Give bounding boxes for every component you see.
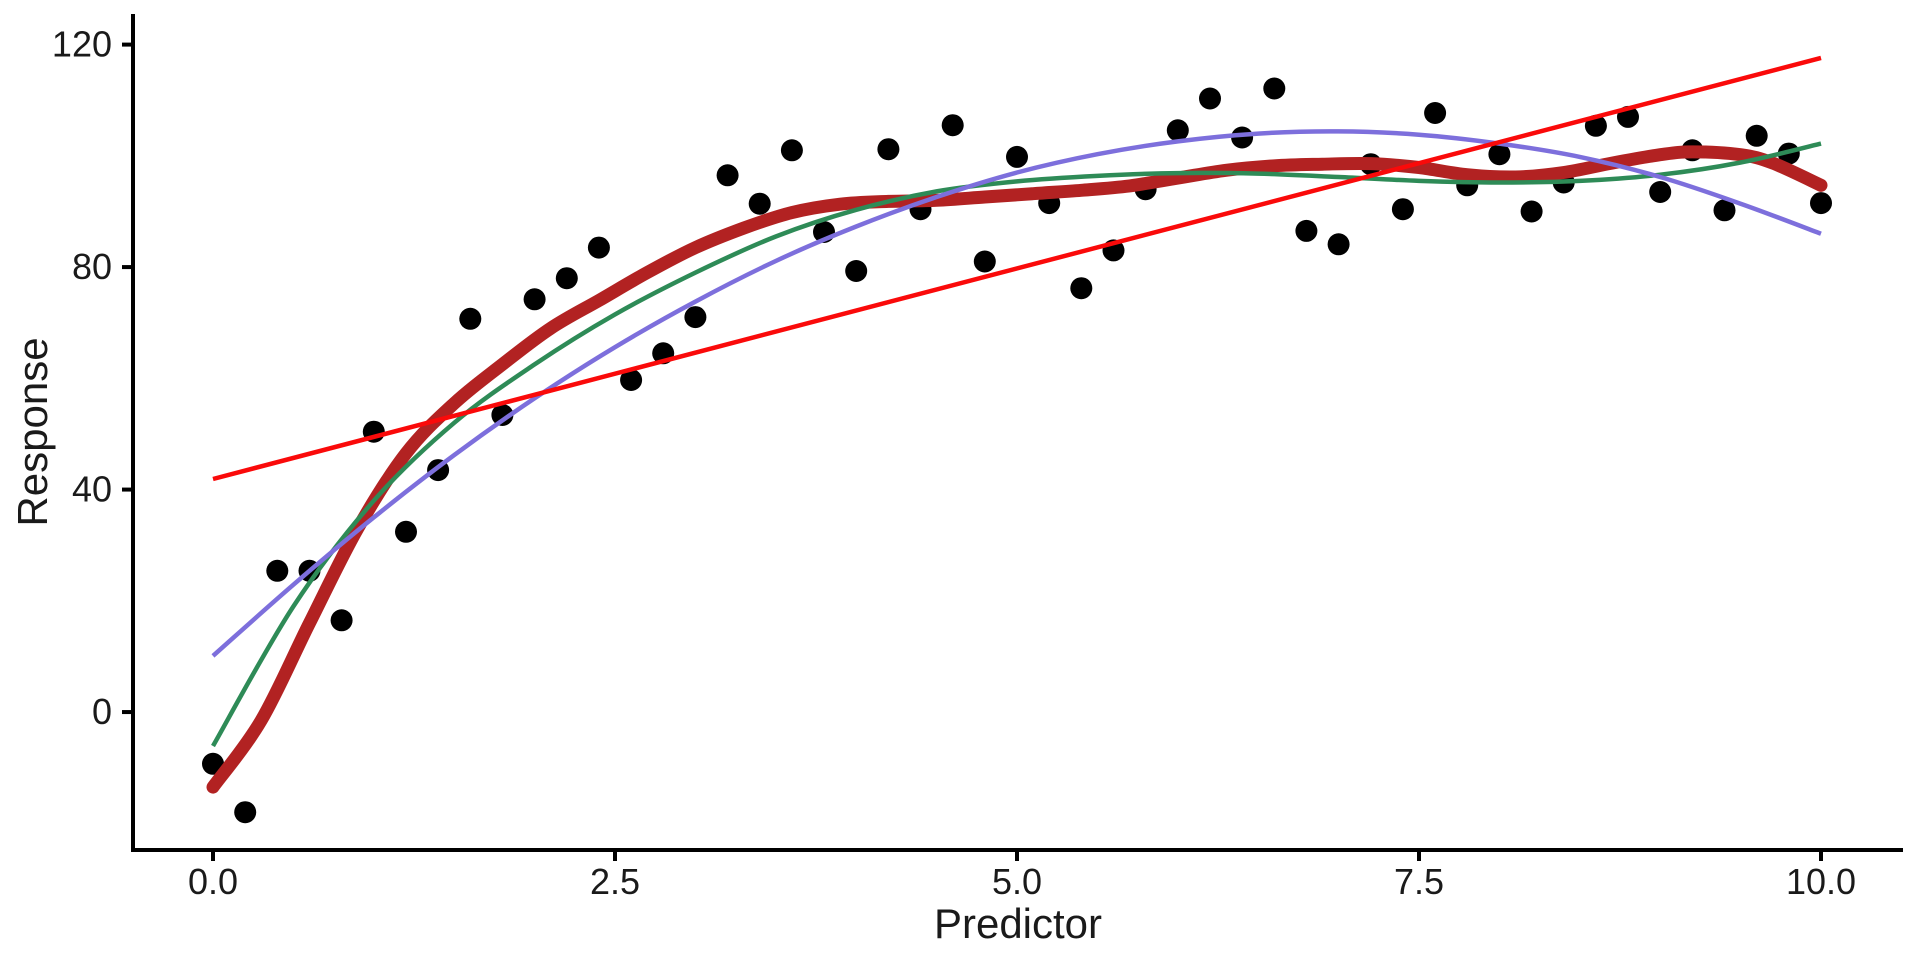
cubic-fit-line bbox=[211, 141, 1822, 748]
scatter-point bbox=[555, 267, 578, 290]
y-axis-title: Response bbox=[9, 337, 56, 526]
y-tick-label: 80 bbox=[72, 246, 112, 287]
scatter-point bbox=[491, 404, 514, 426]
scatter-point bbox=[973, 250, 996, 273]
y-tick-label: 0 bbox=[92, 691, 112, 732]
fit-lines bbox=[206, 55, 1828, 794]
x-tick-label: 2.5 bbox=[590, 861, 640, 902]
scatter-point bbox=[1520, 200, 1543, 223]
scatter-point bbox=[780, 139, 803, 162]
scatter-point bbox=[1231, 126, 1254, 149]
scatter-point bbox=[202, 752, 224, 775]
linear-fit-line bbox=[212, 55, 1822, 482]
scatter-point bbox=[459, 307, 482, 330]
y-tick-label: 120 bbox=[52, 24, 112, 65]
x-axis-title: Predictor bbox=[934, 900, 1102, 947]
scatter-point bbox=[523, 288, 546, 311]
scatter-point bbox=[266, 559, 289, 582]
scatter-point bbox=[716, 164, 739, 187]
scatter-point bbox=[1199, 87, 1221, 110]
y-tick-label: 40 bbox=[72, 469, 112, 510]
scatter-point bbox=[1713, 199, 1736, 222]
scatter-point bbox=[748, 192, 771, 215]
scatter-point bbox=[845, 260, 868, 282]
scatter-point bbox=[1391, 198, 1414, 221]
scatter-point bbox=[684, 306, 707, 329]
scatter-point bbox=[330, 609, 353, 632]
quadratic-fit-line bbox=[211, 129, 1822, 658]
scatter-point bbox=[1488, 143, 1511, 166]
scatter-point bbox=[1327, 233, 1350, 256]
scatter-point bbox=[1263, 77, 1286, 100]
loess-fit-line bbox=[206, 145, 1828, 794]
scatter-point bbox=[877, 138, 900, 161]
scatter-point bbox=[1424, 102, 1447, 124]
scatter-point bbox=[941, 114, 964, 137]
x-axis-ticks: 0.0 2.5 5.0 7.5 10.0 bbox=[188, 850, 1856, 902]
x-tick-label: 10.0 bbox=[1786, 861, 1856, 902]
scatter-point bbox=[1745, 124, 1768, 147]
x-tick-label: 0.0 bbox=[188, 861, 238, 902]
scatter-point bbox=[1006, 145, 1028, 168]
x-tick-label: 7.5 bbox=[1394, 861, 1444, 902]
scatter-point bbox=[234, 801, 257, 824]
x-tick-label: 5.0 bbox=[992, 861, 1042, 902]
scatter-point bbox=[620, 369, 643, 391]
y-axis-ticks: 0 40 80 120 bbox=[52, 24, 133, 732]
scatter-point bbox=[1166, 119, 1189, 142]
scatter-point bbox=[1070, 277, 1093, 300]
scatter-point bbox=[1295, 219, 1318, 242]
scatter-point bbox=[395, 520, 417, 543]
scatter-point bbox=[1810, 192, 1832, 215]
scatter-point bbox=[1649, 181, 1672, 203]
scatter-point bbox=[587, 236, 610, 259]
